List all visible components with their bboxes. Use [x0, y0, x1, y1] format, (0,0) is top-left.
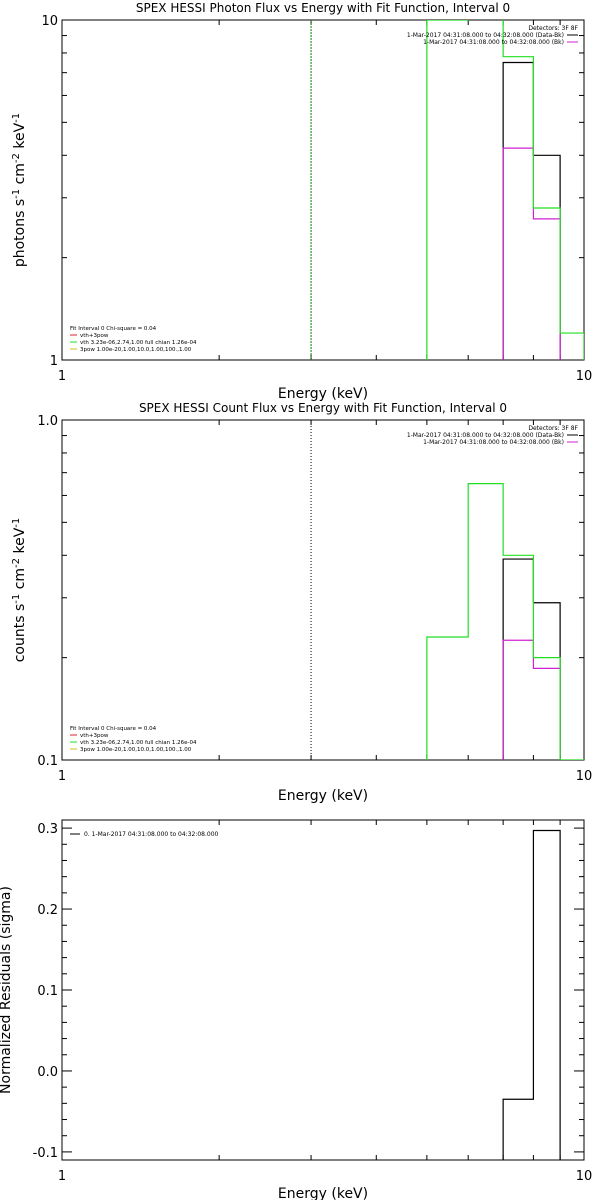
plot-frame: [61, 419, 585, 761]
chart-title: SPEX HESSI Photon Flux vs Energy with Fi…: [136, 1, 510, 15]
legend-entry-label: 1-Mar-2017 04:31:08.000 to 04:32:08.000 …: [407, 432, 564, 439]
legend-top-left: 0. 1-Mar-2017 04:31:08.000 to 04:32:08.0…: [70, 831, 219, 838]
legend-entry-label: 1-Mar-2017 04:31:08.000 to 04:32:08.000 …: [423, 439, 564, 446]
legend-entry-label: vth 3.23e-06,2.74,1.00 full chian 1.26e-…: [80, 340, 197, 346]
y-axis-label-part: -2: [11, 558, 22, 568]
y-axis-label-part: -1: [11, 189, 22, 199]
y-tick-label: 0.2: [37, 903, 58, 918]
series-line-2: [502, 147, 561, 360]
x-axis-ticks: [61, 820, 585, 1160]
y-tick-label: 1: [50, 354, 58, 369]
x-tick-label: 10: [576, 769, 593, 784]
legend-entry-label: 1-Mar-2017 04:31:08.000 to 04:32:08.000 …: [423, 39, 564, 46]
x-tick-label: 10: [576, 1169, 593, 1184]
legend-entry-label: 3pow 1.00e-20,1.00,10.0,1.00,100.,1.00: [80, 347, 192, 353]
series-line-3: [426, 483, 584, 760]
y-axis-label-part: -2: [11, 153, 22, 163]
x-tick-label: 10: [576, 369, 593, 384]
series-line-1: [502, 558, 561, 760]
y-tick-label: 0.1: [37, 754, 58, 769]
legend-entry-label: vth 3.23e-06,2.74,1.00 full chian 1.26e-…: [80, 740, 197, 746]
y-tick-label: 0.0: [37, 1065, 58, 1080]
x-axis-ticks: [61, 20, 585, 360]
x-tick-label: 1: [58, 369, 66, 384]
legend-top-right: Detectors: 3F 8F1-Mar-2017 04:31:08.000 …: [407, 25, 579, 46]
x-axis-label: Energy (keV): [278, 386, 368, 402]
x-tick-label: 1: [58, 769, 66, 784]
y-tick-label: 0.1: [37, 984, 58, 999]
y-axis-label-part: photons s: [12, 199, 28, 267]
data-series: [502, 829, 561, 1160]
y-axis-ticks: [62, 19, 584, 361]
series-line-2: [502, 639, 561, 760]
y-tick-label: 10: [41, 14, 58, 29]
legend-entry-label: 0. 1-Mar-2017 04:31:08.000 to 04:32:08.0…: [84, 831, 219, 838]
legend-header: Detectors: 3F 8F: [528, 25, 578, 32]
y-axis-label-part: counts s: [12, 604, 28, 663]
chart-panel-3: 1 10 -0.1 0.0 0.1 0.2 0.3 Energy (keV) Normalize…: [0, 819, 593, 1200]
y-axis-label: counts s-1 cm-2 keV-1: [11, 518, 29, 663]
y-axis-label-part: keV: [12, 527, 28, 558]
legend-entry-label: vth+3pow: [80, 333, 109, 339]
y-axis-label-part: cm: [12, 568, 28, 594]
x-axis-ticks: [61, 420, 585, 760]
y-axis-label-part: -1: [11, 518, 22, 528]
y-axis-label-part: cm: [12, 163, 28, 189]
legend-entry-label: vth+3pow: [80, 733, 109, 739]
legend-bottom-left: Fit Interval 0 Chi-square = 0.04vth+3pow…: [70, 326, 197, 353]
y-axis-label-part: Normalized Residuals (sigma): [0, 886, 14, 1094]
x-axis-label: Energy (keV): [278, 788, 368, 804]
plot-frame: [61, 19, 585, 361]
data-series: [426, 20, 584, 360]
chart-title: SPEX HESSI Count Flux vs Energy with Fit…: [139, 401, 507, 415]
y-axis-ticks: [62, 419, 584, 761]
x-axis-label: Energy (keV): [278, 1186, 368, 1200]
series-line-1: [502, 829, 561, 1160]
legend-top-right: Detectors: 3F 8F1-Mar-2017 04:31:08.000 …: [407, 425, 579, 446]
legend-entry-label: 3pow 1.00e-20,1.00,10.0,1.00,100.,1.00: [80, 747, 192, 753]
plot-frame: [61, 819, 585, 1161]
legend-header: Fit Interval 0 Chi-square = 0.04: [70, 726, 157, 732]
y-axis-label-part: -1: [11, 594, 22, 604]
y-tick-label: 0.3: [37, 822, 58, 837]
y-tick-label: -0.1: [33, 1146, 58, 1161]
legend-entry-label: 1-Mar-2017 04:31:08.000 to 04:32:08.000 …: [407, 32, 564, 39]
y-axis-label: photons s-1 cm-2 keV-1: [11, 113, 29, 267]
series-line-3: [426, 20, 584, 360]
chart-panel-1: 1 10 1 10 SPEX HESSI Photon Flux vs Energy w…: [11, 1, 593, 402]
legend-bottom-left: Fit Interval 0 Chi-square = 0.04vth+3pow…: [70, 726, 197, 753]
y-axis-label-part: -1: [11, 113, 22, 123]
legend-header: Fit Interval 0 Chi-square = 0.04: [70, 326, 157, 332]
y-axis-label: Normalized Residuals (sigma): [0, 886, 14, 1094]
y-axis-ticks: [62, 827, 584, 1153]
y-tick-label: 1.0: [37, 414, 58, 429]
legend-header: Detectors: 3F 8F: [528, 425, 578, 432]
x-tick-label: 1: [58, 1169, 66, 1184]
series-line-1: [502, 61, 561, 360]
y-axis-label-part: keV: [12, 122, 28, 153]
chart-panel-2: 1 10 0.1 1.0 SPEX HESSI Count Flux vs Energy…: [11, 401, 593, 804]
data-series: [426, 483, 584, 760]
